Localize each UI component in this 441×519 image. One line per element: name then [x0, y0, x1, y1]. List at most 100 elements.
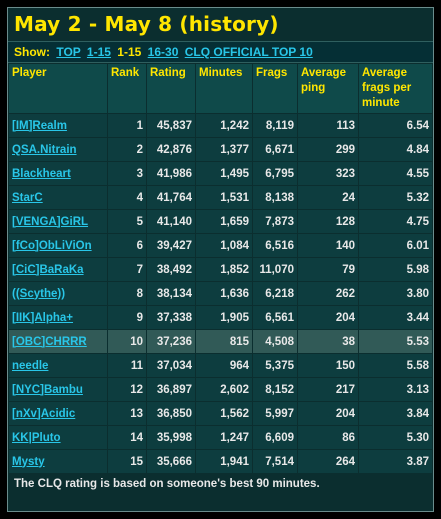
table-row: [OBC]CHRRR 10 37,236 815 4,508 38 5.53	[9, 330, 432, 353]
average-frags-per-minute-cell: 6.01	[359, 234, 432, 257]
table-row: [fCo]ObLiViOn 6 39,427 1,084 6,516 140 6.01	[9, 234, 432, 257]
minutes-cell: 815	[196, 330, 252, 353]
rank-cell: 15	[108, 450, 146, 473]
table-row: ((Scythe)) 8 38,134 1,636 6,218 262 3.80	[9, 282, 432, 305]
table-row: [nXv]Acidic 13 36,850 1,562 5,997 204 3.84	[9, 402, 432, 425]
rank-cell: 3	[108, 162, 146, 185]
average-ping-cell: 86	[298, 426, 358, 449]
col-header-rank: Rank	[108, 64, 146, 113]
average-ping-cell: 262	[298, 282, 358, 305]
player-link[interactable]: needle	[12, 359, 49, 372]
col-header-average-ping: Average ping	[298, 64, 358, 113]
player-link[interactable]: StarC	[12, 191, 43, 204]
minutes-cell: 1,905	[196, 306, 252, 329]
average-frags-per-minute-cell: 4.75	[359, 210, 432, 233]
table-row: QSA.Nitrain 2 42,876 1,377 6,671 299 4.84	[9, 138, 432, 161]
player-link[interactable]: KK|Pluto	[12, 431, 61, 444]
player-cell: Blackheart	[9, 162, 107, 185]
footer-note: The CLQ rating is based on someone's bes…	[8, 474, 433, 494]
rank-cell: 11	[108, 354, 146, 377]
page-title: May 2 - May 8 (history)	[14, 12, 279, 36]
player-link[interactable]: QSA.Nitrain	[12, 143, 77, 156]
minutes-cell: 1,562	[196, 402, 252, 425]
col-header-player: Player	[9, 64, 107, 113]
rank-cell: 5	[108, 210, 146, 233]
player-link[interactable]: [nXv]Acidic	[12, 407, 76, 420]
table-row: StarC 4 41,764 1,531 8,138 24 5.32	[9, 186, 432, 209]
average-frags-per-minute-cell: 3.80	[359, 282, 432, 305]
average-frags-per-minute-cell: 4.55	[359, 162, 432, 185]
average-ping-cell: 204	[298, 306, 358, 329]
average-frags-per-minute-cell: 3.44	[359, 306, 432, 329]
minutes-cell: 964	[196, 354, 252, 377]
minutes-cell: 1,636	[196, 282, 252, 305]
player-cell: [IM]Realm	[9, 114, 107, 137]
frags-cell: 7,873	[253, 210, 297, 233]
table-header-row: Player Rank Rating Minutes Frags Average…	[9, 64, 432, 113]
player-link[interactable]: [CiC]BaRaKa	[12, 263, 84, 276]
player-cell: StarC	[9, 186, 107, 209]
player-link[interactable]: [IM]Realm	[12, 119, 67, 132]
minutes-cell: 1,852	[196, 258, 252, 281]
rating-cell: 37,338	[147, 306, 195, 329]
show-label: Show:	[14, 45, 50, 59]
rating-cell: 38,134	[147, 282, 195, 305]
rating-cell: 36,850	[147, 402, 195, 425]
player-cell: ((Scythe))	[9, 282, 107, 305]
average-ping-cell: 113	[298, 114, 358, 137]
player-link[interactable]: [IIK]Alpha+	[12, 311, 74, 324]
rating-cell: 37,236	[147, 330, 195, 353]
show-filter-bar: Show: TOP 1-15 1-15 16-30 CLQ OFFICIAL T…	[8, 41, 433, 63]
leaderboard-panel: May 2 - May 8 (history) Show: TOP 1-15 1…	[7, 7, 434, 512]
frags-cell: 4,508	[253, 330, 297, 353]
minutes-cell: 1,941	[196, 450, 252, 473]
average-frags-per-minute-cell: 5.53	[359, 330, 432, 353]
frags-cell: 7,514	[253, 450, 297, 473]
player-cell: [OBC]CHRRR	[9, 330, 107, 353]
player-link[interactable]: [VENGA]GiRL	[12, 215, 89, 228]
player-cell: needle	[9, 354, 107, 377]
average-ping-cell: 38	[298, 330, 358, 353]
show-link-1-15[interactable]: 1-15	[86, 45, 111, 59]
rank-cell: 1	[108, 114, 146, 137]
rating-cell: 41,986	[147, 162, 195, 185]
average-frags-per-minute-cell: 3.84	[359, 402, 432, 425]
rating-cell: 36,897	[147, 378, 195, 401]
player-link[interactable]: [NYC]Bambu	[12, 383, 83, 396]
rank-cell: 12	[108, 378, 146, 401]
player-cell: [CiC]BaRaKa	[9, 258, 107, 281]
table-row: [NYC]Bambu 12 36,897 2,602 8,152 217 3.13	[9, 378, 432, 401]
rating-cell: 35,666	[147, 450, 195, 473]
show-link-16-30[interactable]: 16-30	[147, 45, 179, 59]
show-link-top[interactable]: TOP	[56, 45, 81, 59]
show-current-1-15: 1-15	[117, 45, 142, 59]
frags-cell: 6,795	[253, 162, 297, 185]
frags-cell: 8,152	[253, 378, 297, 401]
frags-cell: 5,375	[253, 354, 297, 377]
average-frags-per-minute-cell: 5.32	[359, 186, 432, 209]
show-link-clq-official-top-10[interactable]: CLQ OFFICIAL TOP 10	[184, 45, 313, 59]
average-frags-per-minute-cell: 5.98	[359, 258, 432, 281]
rank-cell: 10	[108, 330, 146, 353]
frags-cell: 6,609	[253, 426, 297, 449]
player-link[interactable]: [fCo]ObLiViOn	[12, 239, 92, 252]
col-header-frags: Frags	[253, 64, 297, 113]
rating-cell: 42,876	[147, 138, 195, 161]
rating-cell: 39,427	[147, 234, 195, 257]
minutes-cell: 1,247	[196, 426, 252, 449]
player-link[interactable]: ((Scythe))	[12, 287, 66, 300]
average-ping-cell: 217	[298, 378, 358, 401]
rankings-table: Player Rank Rating Minutes Frags Average…	[8, 63, 433, 474]
player-link[interactable]: Mysty	[12, 455, 45, 468]
player-cell: [nXv]Acidic	[9, 402, 107, 425]
frags-cell: 8,119	[253, 114, 297, 137]
average-ping-cell: 140	[298, 234, 358, 257]
player-link[interactable]: Blackheart	[12, 167, 71, 180]
player-link[interactable]: [OBC]CHRRR	[12, 335, 87, 348]
average-frags-per-minute-cell: 3.13	[359, 378, 432, 401]
rating-cell: 45,837	[147, 114, 195, 137]
player-cell: [fCo]ObLiViOn	[9, 234, 107, 257]
frags-cell: 11,070	[253, 258, 297, 281]
average-frags-per-minute-cell: 6.54	[359, 114, 432, 137]
minutes-cell: 1,242	[196, 114, 252, 137]
